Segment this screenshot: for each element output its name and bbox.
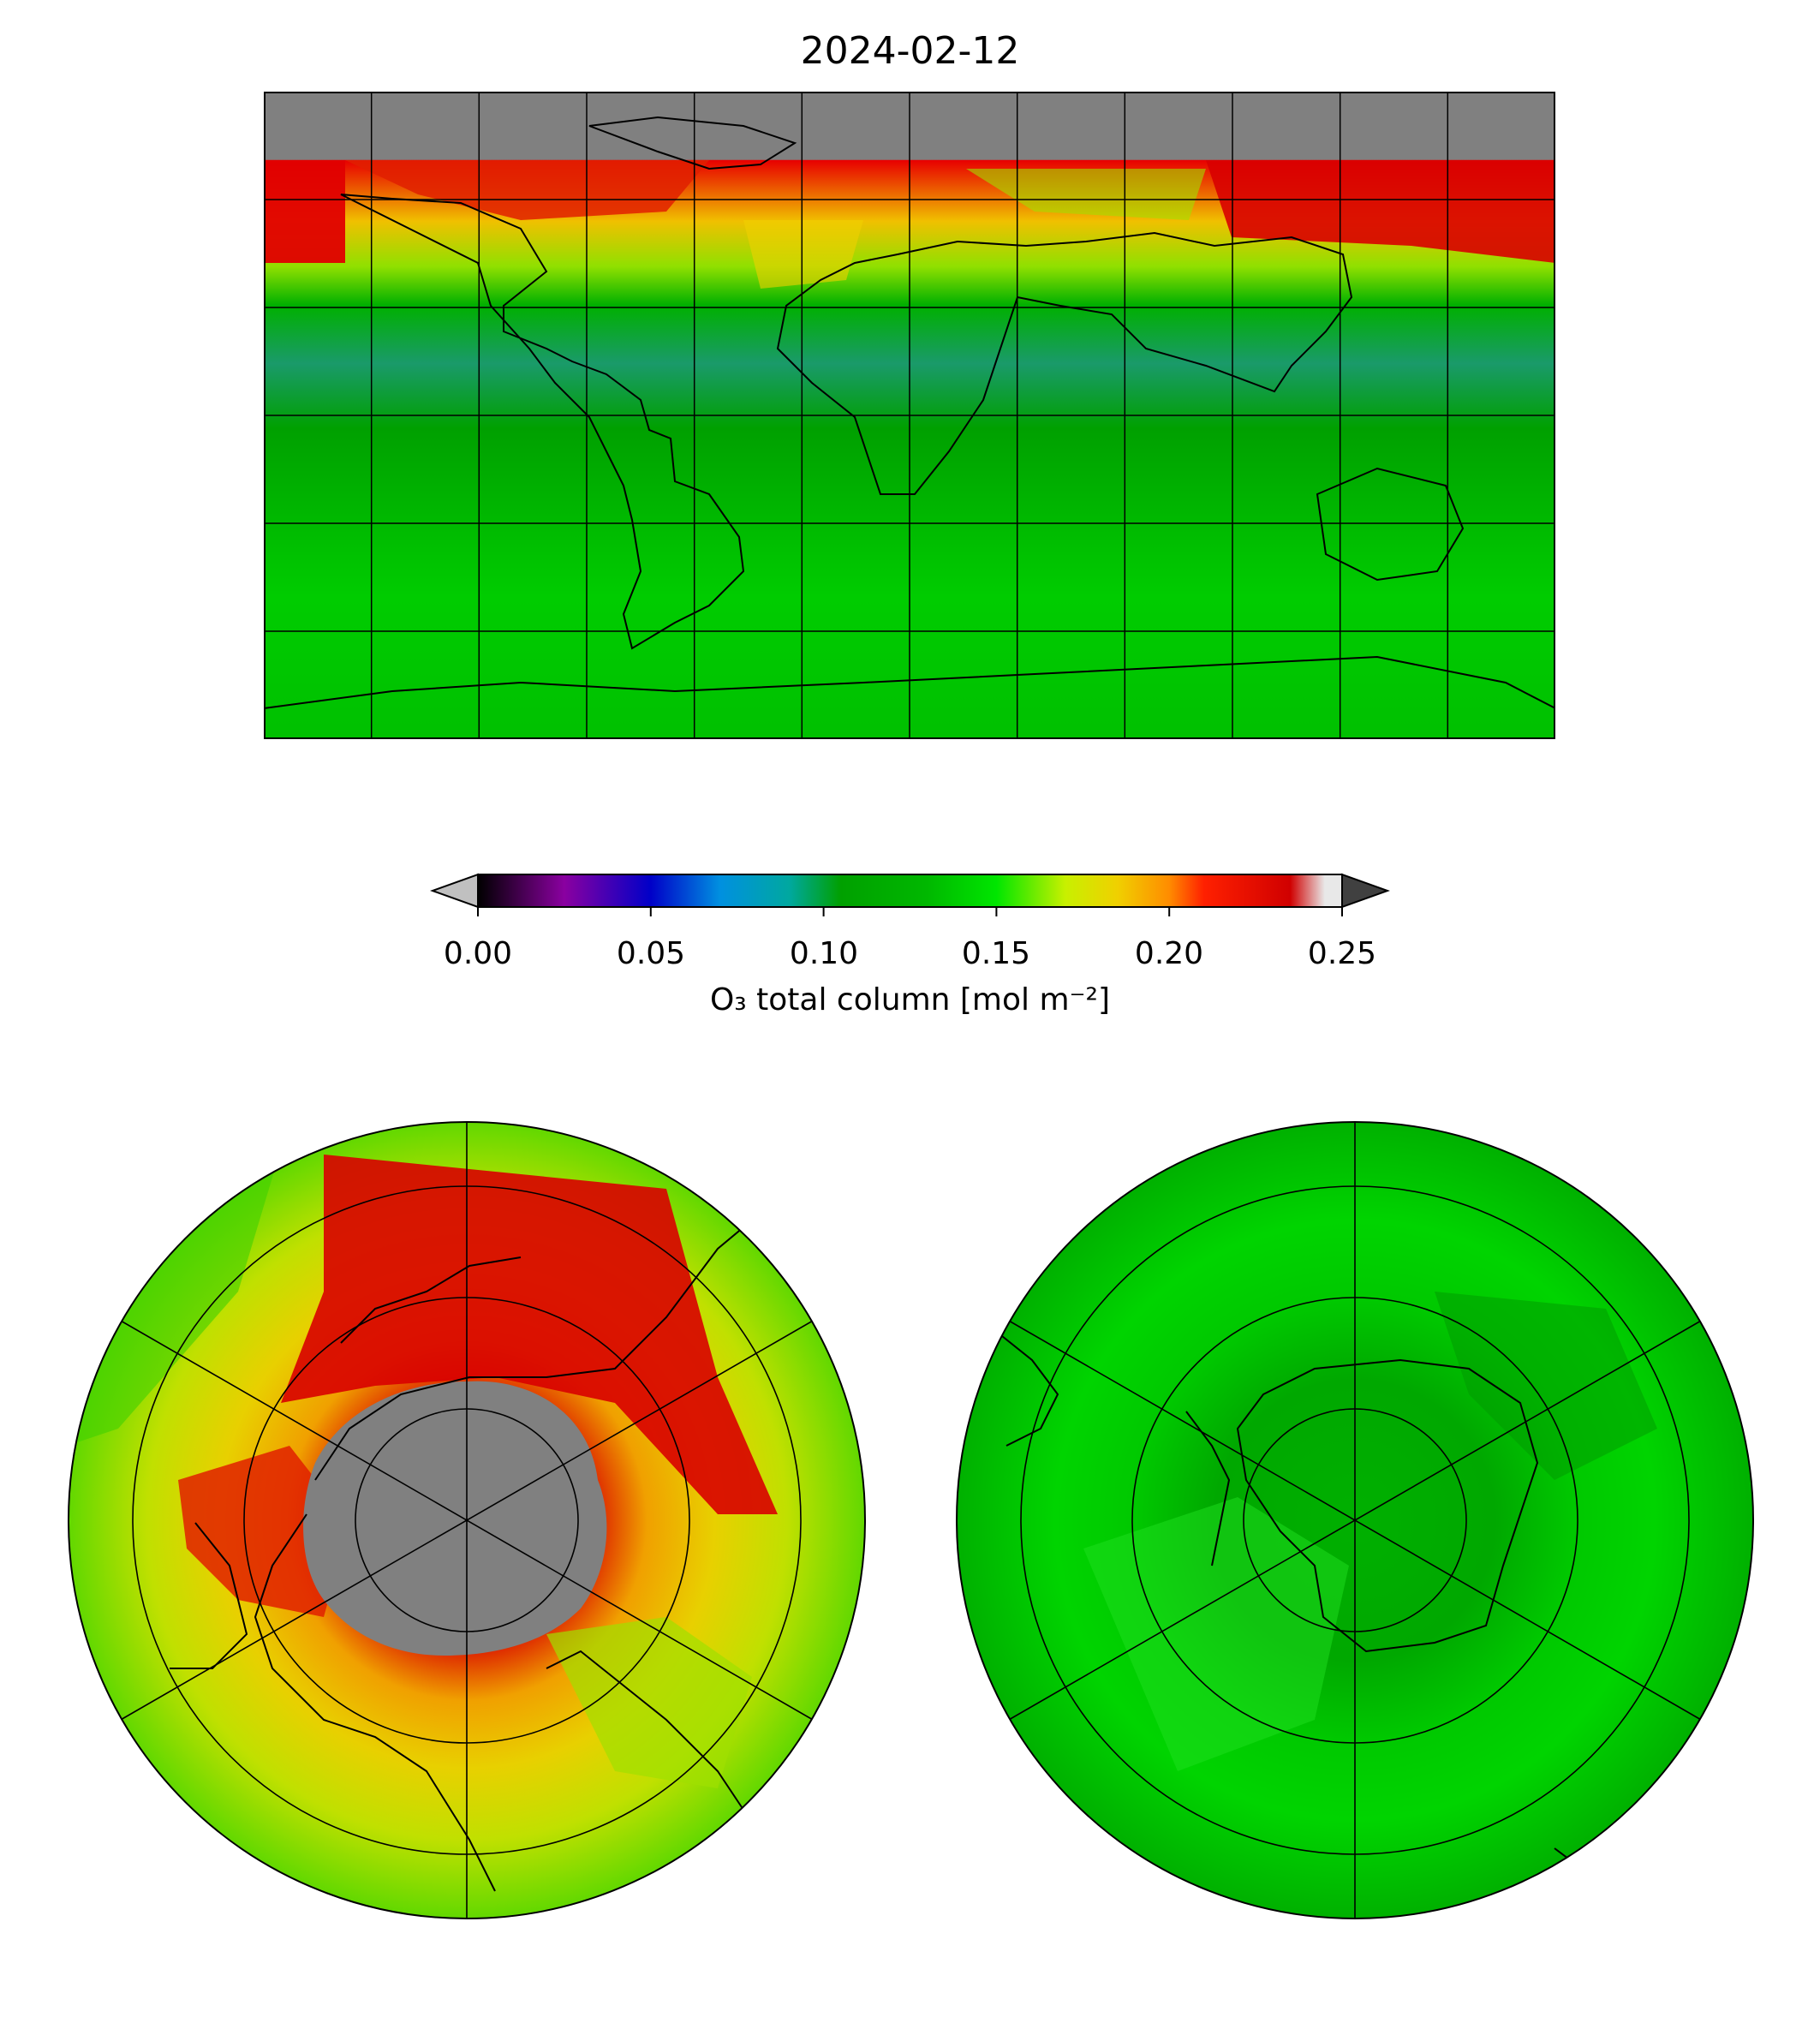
ozone-europe <box>966 169 1206 220</box>
colorbar-tick-label: 0.00 <box>443 936 513 971</box>
colorbar-tick-label: 0.25 <box>1307 936 1377 971</box>
colorbar-tick-label: 0.20 <box>1134 936 1204 971</box>
north-ozone-max-siberia <box>281 1155 778 1514</box>
north-ozone-max-canada <box>178 1446 349 1617</box>
colorbar-tick-label: 0.15 <box>961 936 1031 971</box>
south-map-frame <box>956 1121 1754 1919</box>
south-ozone-bright-patch <box>1083 1497 1349 1771</box>
colorbar-tick-label: 0.10 <box>789 936 859 971</box>
figure-title: 2024-02-12 <box>800 29 1020 73</box>
colorbar <box>430 873 1390 916</box>
colorbar-tick-marks <box>477 907 1343 916</box>
coast-new-zealand <box>1554 1847 1615 1892</box>
coast-antarctic-peninsula <box>1185 1411 1231 1566</box>
global-map <box>264 92 1555 739</box>
north-coastlines <box>170 1205 770 1892</box>
graticule <box>264 92 1555 739</box>
colorbar-tick-label: 0.05 <box>616 936 686 971</box>
coast-antarctica <box>264 655 1555 709</box>
coastlines <box>264 116 1555 709</box>
colorbar-under-arrow <box>430 873 479 909</box>
coast-south-america <box>988 1325 1059 1447</box>
south-polar-map <box>956 1121 1754 1919</box>
ozone-north-atlantic <box>743 220 863 289</box>
north-map-frame <box>68 1121 866 1919</box>
coast-greenland <box>588 116 797 170</box>
south-coastlines <box>988 1325 1615 1892</box>
south-graticule <box>1007 1122 1703 1919</box>
ozone-max-north-america <box>345 160 709 220</box>
coast-antarctica <box>1236 1358 1539 1653</box>
north-graticule <box>119 1122 815 1919</box>
coast-americas <box>340 194 745 650</box>
colorbar-gradient <box>477 874 1343 908</box>
south-ozone-dark-patch <box>1435 1292 1657 1480</box>
north-polar-map <box>68 1121 866 1919</box>
coast-australia <box>1316 467 1465 582</box>
colorbar-over-arrow <box>1341 873 1390 909</box>
north-ozone-europe <box>546 1617 752 1788</box>
north-no-data <box>303 1381 607 1656</box>
ozone-max-north-pacific-west <box>264 160 345 263</box>
map-frame <box>264 92 1555 739</box>
colorbar-label: O₃ total column [mol m⁻²] <box>709 982 1111 1017</box>
coast-eurasia-africa <box>776 231 1353 495</box>
